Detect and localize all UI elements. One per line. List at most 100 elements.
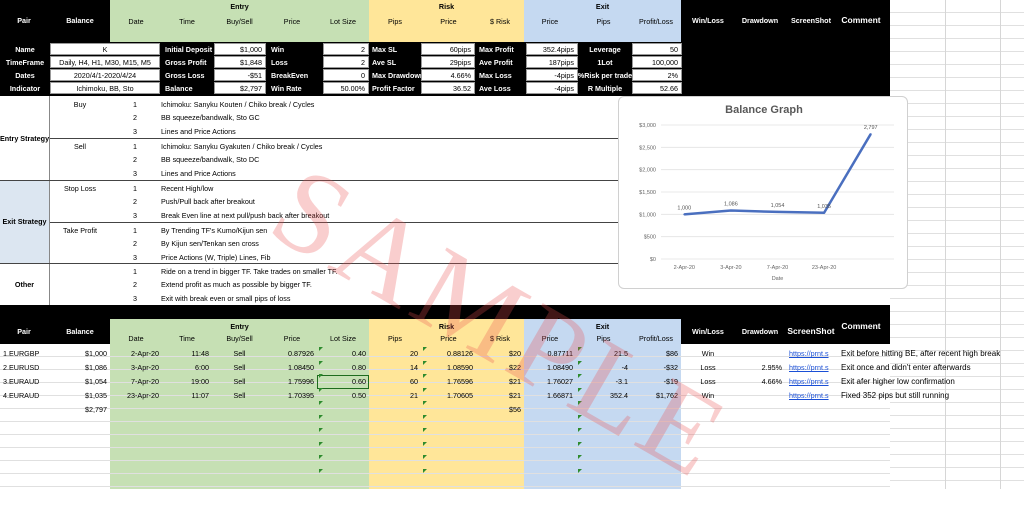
divider: [0, 263, 620, 264]
trade-cell-price: 1.75996: [288, 377, 314, 386]
risk-header-group: [369, 0, 524, 42]
col-screenshot: ScreenShot: [786, 10, 836, 30]
trade-cell-xprice: 1.66871: [547, 391, 573, 400]
strategy-item-number: 3: [133, 126, 137, 136]
buy-label: Buy: [73, 99, 87, 109]
cell-note-marker: [578, 401, 582, 405]
trade-comment: Fixed 352 pips but still running: [841, 391, 950, 400]
summary-label: Win: [268, 43, 323, 55]
cell-note-marker: [423, 468, 427, 473]
trade-cell-dd: 4.66%: [761, 377, 782, 386]
trade-cell-risk: $21: [509, 391, 521, 400]
grid-line: [1000, 0, 1001, 489]
trade-cell-xprice: 1.76027: [547, 377, 573, 386]
summary-value: 0: [323, 69, 369, 81]
trade-cell-rprice: 1.70605: [447, 391, 473, 400]
data-label: 1,000: [677, 205, 691, 211]
summary-value: 352.4pips: [526, 43, 578, 55]
trade-cell-rprice: 1.76596: [447, 377, 473, 386]
trade-cell-time: 19:00: [191, 377, 209, 386]
y-tick-label: $1,500: [639, 190, 656, 196]
col-lot-size: Lot Size: [330, 16, 356, 26]
summary-label: %Risk per trade: [578, 69, 632, 81]
log-col-date: Date: [128, 334, 144, 343]
trade-cell-lot: 0.80: [352, 363, 366, 372]
trade-cell-xprice: 0.87711: [547, 349, 573, 358]
screenshot-link[interactable]: https://prnt.s: [789, 391, 829, 400]
cell-note-marker: [578, 374, 582, 378]
summary-value: Daily, H4, H1, M30, M15, M5: [50, 56, 160, 68]
strategy-item-text: Extend profit as much as possible by big…: [161, 280, 312, 289]
trade-cell-date: 23-Apr-20: [127, 391, 159, 400]
col-pips: Pips: [388, 16, 402, 26]
data-label: 2,797: [864, 125, 878, 131]
strategy-item-number: 1: [133, 266, 137, 276]
trade-cell-xpips: 352.4: [610, 391, 628, 400]
trade-cell-xpips: -3.1: [615, 377, 628, 386]
trade-cell-pair: 2.EURUSD: [3, 363, 40, 372]
strategy-item-number: 2: [133, 197, 137, 206]
screenshot-link[interactable]: https://prnt.s: [789, 349, 829, 358]
col-comment: Comment: [836, 10, 886, 30]
col-price: Price: [283, 16, 301, 26]
summary-value: $1,848: [214, 56, 266, 68]
trade-cell-balance: $1,000: [85, 349, 107, 358]
risk-header: Risk: [438, 2, 455, 11]
trade-cell-side: Sell: [233, 377, 246, 386]
x-tick-label: 3-Apr-20: [720, 265, 741, 271]
log-col-screenshot: ScreenShot: [786, 324, 836, 338]
trade-cell-side: Sell: [233, 363, 246, 372]
total-balance: $2,797: [85, 405, 107, 414]
log-col-comment: Comment: [836, 319, 886, 333]
trade-cell-wl: Win: [701, 349, 715, 358]
summary-label: Profit Factor: [369, 82, 421, 94]
divider: [50, 138, 620, 139]
cell-note-marker: [423, 387, 427, 392]
summary-value: -$51: [214, 69, 266, 81]
col-dollar-risk: $ Risk: [490, 16, 510, 26]
summary-label: Dates: [0, 69, 50, 81]
log-col-risk-price: Price: [440, 334, 457, 343]
summary-label: TimeFrame: [0, 56, 50, 68]
log-risk-header: Risk: [438, 322, 455, 331]
summary-value: 100,000: [632, 56, 682, 68]
screenshot-link[interactable]: https://prnt.s: [789, 363, 829, 372]
log-col-pair: Pair: [0, 324, 48, 338]
stop-loss-label: Stop Loss: [64, 183, 96, 193]
cell-note-marker: [578, 347, 582, 351]
data-label: 1,035: [817, 204, 831, 210]
trade-cell-pl: $1,762: [656, 391, 678, 400]
other-label: Other: [0, 263, 50, 305]
summary-value: 36.52: [421, 82, 475, 94]
exit-header-group: [524, 0, 681, 42]
cell-note-marker: [578, 414, 582, 419]
strategy-item-text: Recent High/low: [161, 183, 214, 193]
log-col-time: Time: [179, 334, 195, 343]
grid-line: [945, 0, 946, 489]
trade-comment: Exit afer higher low confirmation: [841, 377, 955, 386]
data-point: [823, 211, 826, 214]
strategy-item-number: 3: [133, 252, 137, 262]
cell-note-marker: [578, 455, 582, 459]
separator-bar: [0, 305, 890, 319]
log-col-profit-loss: Profit/Loss: [639, 334, 673, 343]
summary-value: K: [50, 43, 160, 55]
summary-label: Loss: [268, 56, 323, 68]
strategy-section: [0, 96, 620, 306]
strategy-item-number: 1: [133, 183, 137, 193]
trade-cell-dd: 2.95%: [761, 363, 782, 372]
data-point: [869, 133, 872, 136]
summary-value: 50.00%: [323, 82, 369, 94]
trade-cell-xpips: 21.5: [614, 349, 628, 358]
log-col-balance: Balance: [50, 324, 110, 338]
trade-comment: Exit before hitting BE, after recent hig…: [841, 349, 1001, 358]
entry-header-group: [110, 0, 369, 42]
data-point: [683, 213, 686, 216]
data-label: 1,086: [724, 201, 738, 207]
screenshot-link[interactable]: https://prnt.s: [789, 377, 829, 386]
take-profit-label: Take Profit: [63, 225, 97, 235]
trade-cell-balance: $1,054: [85, 377, 107, 386]
log-entry-header: Entry: [230, 322, 249, 331]
trade-cell-pl: -$32: [663, 363, 678, 372]
log-col-win-loss: Win/Loss: [683, 324, 733, 338]
